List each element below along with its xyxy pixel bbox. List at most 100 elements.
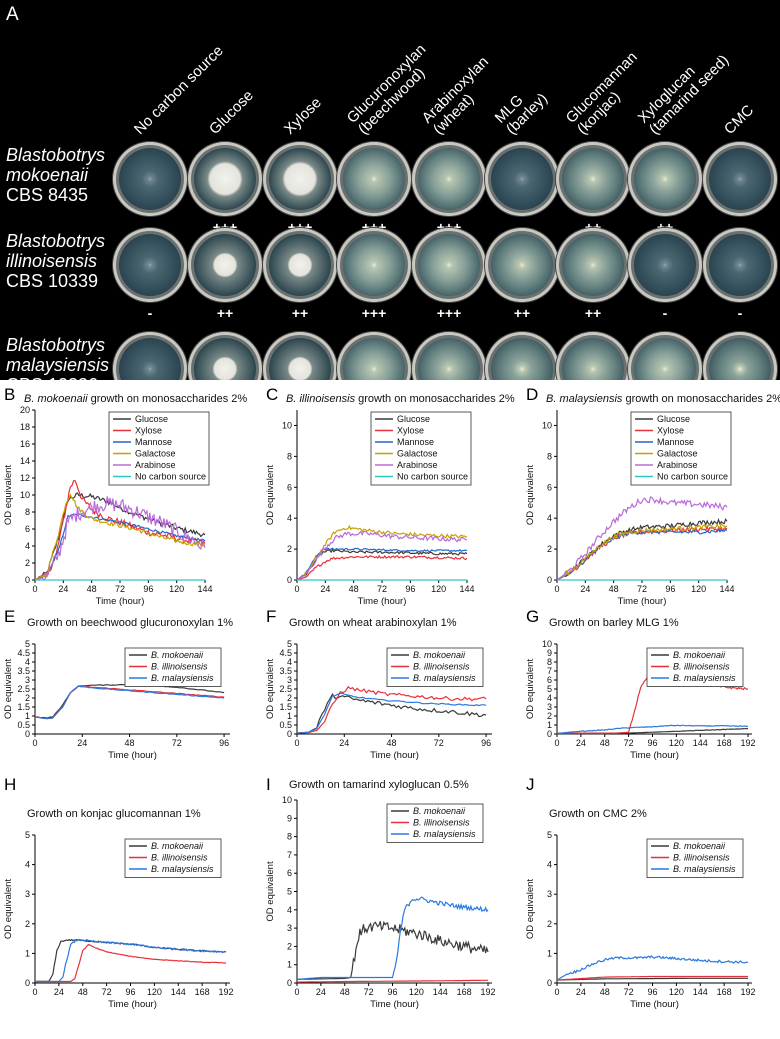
x-tick-label: 192	[219, 987, 234, 997]
y-tick-label: 2	[287, 693, 292, 703]
growth-score: ++	[291, 305, 309, 321]
y-tick-label: 10	[282, 795, 292, 805]
x-tick-label: 96	[143, 584, 153, 594]
legend-label: B. malaysiensis	[673, 673, 736, 683]
y-tick-label: 1	[287, 960, 292, 970]
x-tick-label: 192	[741, 738, 756, 748]
legend-label: Glucose	[135, 414, 168, 424]
chart-title: Growth on barley MLG 1%	[549, 617, 679, 629]
agar-plate	[703, 142, 777, 216]
x-tick-label: 72	[624, 738, 634, 748]
y-tick-label: 6	[547, 482, 552, 492]
x-tick-label: 96	[481, 738, 491, 748]
legend-box	[370, 411, 472, 486]
y-tick-label: 0	[287, 978, 292, 988]
x-tick-label: 0	[32, 584, 37, 594]
y-tick-label: 10	[282, 420, 292, 430]
chart-title: Growth on beechwood glucuronoxylan 1%	[27, 617, 233, 629]
panel-letter: G	[526, 607, 539, 626]
strain-species: mokoenaii	[6, 165, 89, 185]
legend-label: Arabinose	[135, 460, 176, 470]
y-tick-label: 1	[25, 948, 30, 958]
x-tick-label: 0	[554, 584, 559, 594]
series-line-illinoisensis	[297, 979, 488, 983]
x-tick-label: 144	[171, 987, 186, 997]
legend-label: Glucose	[657, 414, 690, 424]
legend-label: Arabinose	[397, 460, 438, 470]
agar-plate	[628, 228, 702, 302]
growth-score: -	[147, 305, 153, 321]
media-label-8: CMC	[720, 101, 758, 138]
media-label-2: Xylose	[280, 94, 325, 138]
agar-plate	[337, 332, 411, 380]
series-line-mokoenaii	[297, 920, 489, 980]
agar-plate	[628, 142, 702, 216]
legend-label: Mannose	[397, 437, 434, 447]
y-axis-label: OD equivalent	[525, 879, 536, 940]
y-axis-label: OD equivalent	[525, 465, 536, 526]
y-tick-label: 4	[25, 541, 30, 551]
legend-label: B. mokoenaii	[151, 650, 204, 660]
legend-label: Xylose	[397, 426, 424, 436]
x-tick-label: 24	[54, 987, 64, 997]
x-tick-label: 48	[387, 738, 397, 748]
strain-species: illinoisensis	[6, 251, 98, 271]
legend-label: No carbon source	[657, 472, 728, 482]
y-axis-label: OD equivalent	[265, 465, 276, 526]
panel-letter-a: A	[6, 4, 19, 25]
x-tick-label: 72	[637, 584, 647, 594]
y-tick-label: 7	[547, 666, 552, 676]
chart-title: B. malaysiensis growth on monosaccharide…	[546, 393, 780, 405]
x-tick-label: 48	[87, 584, 97, 594]
y-tick-label: 0.5	[279, 720, 292, 730]
strain-genus: Blastobotrys	[6, 335, 106, 355]
legend-label: No carbon source	[135, 472, 206, 482]
y-tick-label: 9	[287, 813, 292, 823]
y-tick-label: 8	[287, 451, 292, 461]
x-tick-label: 72	[172, 738, 182, 748]
series-line-illinoisensis	[557, 975, 748, 981]
panel-letter: F	[266, 607, 276, 626]
strain-code: CBS 8435	[6, 185, 89, 205]
agar-plate	[188, 332, 262, 380]
series-line-malaysiensis	[296, 896, 489, 980]
legend-label: B. illinoisensis	[151, 662, 208, 672]
legend-label: B. malaysiensis	[673, 864, 736, 874]
x-tick-label: 144	[693, 738, 708, 748]
strain-genus: Blastobotrys	[6, 231, 106, 251]
x-tick-label: 120	[431, 584, 446, 594]
x-tick-label: 144	[433, 987, 448, 997]
x-axis-label: Time (hour)	[96, 596, 145, 607]
series-line-mokoenaii	[557, 977, 748, 981]
x-axis-label: Time (hour)	[630, 999, 679, 1010]
legend-label: Galactose	[397, 449, 438, 459]
chart-title: B. illinoisensis growth on monosaccharid…	[286, 393, 515, 405]
x-tick-label: 0	[294, 584, 299, 594]
growth-score: -	[519, 219, 525, 235]
x-tick-label: 72	[364, 987, 374, 997]
x-tick-label: 48	[78, 987, 88, 997]
agar-plate	[188, 228, 262, 302]
strain-code: CBS 10336	[6, 375, 98, 380]
series-line-arabinose	[296, 530, 468, 581]
y-tick-label: 0	[547, 575, 552, 585]
y-tick-label: 8	[287, 832, 292, 842]
y-tick-label: 0	[287, 575, 292, 585]
x-tick-label: 24	[580, 584, 590, 594]
legend-label: Xylose	[135, 426, 162, 436]
growth-score: ++	[216, 305, 234, 321]
legend-label: B. malaysiensis	[151, 864, 214, 874]
chart-b: B B. mokoenaii growth on monosaccharides …	[3, 385, 247, 607]
legend-label: B. illinoisensis	[151, 853, 208, 863]
strain-label-1: Blastobotrys illinoisensis CBS 10339	[6, 231, 105, 291]
growth-score: -	[737, 219, 743, 235]
chart-i: I Growth on tamarind xyloglucan 0.5%0 24 48…	[265, 775, 496, 1010]
x-tick-label: 24	[320, 584, 330, 594]
legend-label: No carbon source	[397, 472, 468, 482]
series-line-malaysiensis	[556, 724, 749, 735]
y-tick-label: 5	[25, 639, 30, 649]
legend-box	[108, 411, 210, 486]
legend-label: B. malaysiensis	[413, 829, 476, 839]
y-tick-label: 3	[25, 675, 30, 685]
x-tick-label: 144	[719, 584, 734, 594]
